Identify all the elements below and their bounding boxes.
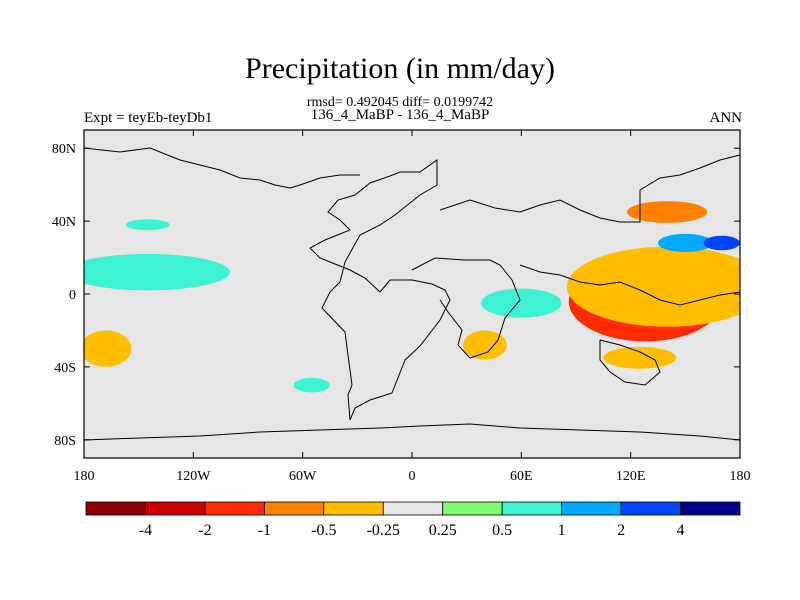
coastline-asia (439, 154, 740, 223)
colorbar-label: -0.5 (311, 522, 336, 539)
colorbar-label: 4 (677, 522, 685, 539)
y-tick-label: 40N (52, 215, 76, 230)
coastline-antarctica (84, 423, 740, 441)
x-tick-label: 120E (616, 469, 646, 484)
anomaly-patch (430, 242, 467, 265)
anomaly-patch (566, 246, 740, 327)
colorbar-box (145, 501, 206, 516)
stats-line: rmsd= 0.492045 diff= 0.0199742 (306, 95, 494, 110)
colorbar: -4 -2 -1 -0.5 -0.25 0.25 0.5 1 2 4 (85, 501, 741, 539)
coastline-africa-eurasia (411, 257, 521, 359)
anomaly-patch (603, 346, 677, 369)
anomaly-fill-layer (84, 201, 740, 393)
x-tick-label: 0 (409, 469, 416, 484)
anomaly-patch (111, 304, 312, 342)
anomaly-patch (463, 330, 507, 360)
experiment-label: Expt = teyEb-teyDb1 (84, 110, 213, 126)
chart-title: Precipitation (in mm/day) (245, 52, 555, 85)
colorbar-label: -4 (139, 522, 152, 539)
colorbar-box (680, 501, 741, 516)
coastline-asia-south (519, 264, 740, 306)
anomaly-patch (658, 233, 713, 253)
y-tick-label: 0 (69, 288, 76, 303)
colorbar-box (204, 501, 265, 516)
x-tick-label: 120W (176, 469, 211, 484)
colorbar-label: -2 (198, 522, 211, 539)
coastline-north (84, 147, 360, 189)
x-tick-label: 180 (74, 469, 95, 484)
coastline-americas (309, 159, 451, 421)
colorbar-box (501, 501, 563, 516)
colorbar-box (382, 501, 444, 516)
colorbar-box (620, 501, 681, 516)
x-tick-label: 60W (289, 469, 317, 484)
coastline-layer (84, 147, 740, 441)
anomaly-patch (481, 288, 562, 318)
anomaly-patch (627, 201, 708, 223)
colorbar-box (323, 501, 384, 516)
y-tick-label: 40S (54, 361, 76, 376)
colorbar-box (263, 501, 325, 516)
colorbar-box (561, 501, 622, 516)
colorbar-label: 0.5 (492, 522, 512, 539)
colorbar-label: 0.25 (429, 522, 457, 539)
colorbar-label: 2 (617, 522, 625, 539)
colorbar-label: -0.25 (367, 522, 400, 539)
colorbar-box (442, 501, 503, 516)
case-subtitle: 136_4_MaBP - 136_4_MaBP (310, 107, 490, 123)
anomaly-patch (293, 377, 330, 393)
anomaly-patch (125, 219, 170, 231)
colorbar-label: -1 (258, 522, 271, 539)
y-tick-label: 80N (52, 142, 76, 157)
y-tick-label: 80S (54, 434, 76, 449)
anomaly-patch (84, 253, 230, 291)
x-tick-label: 180 (730, 469, 751, 484)
axis-tick-layer: 180 120W 60W 0 60E 120E 180 80N 40N 0 40S 80S (52, 130, 751, 484)
season-label: ANN (709, 110, 743, 126)
anomaly-patch (703, 235, 740, 251)
anomaly-patch (84, 330, 132, 367)
x-tick-label: 60E (510, 469, 533, 484)
colorbar-box (85, 501, 146, 516)
colorbar-label: 1 (558, 522, 566, 539)
coastline-australia (599, 339, 661, 386)
